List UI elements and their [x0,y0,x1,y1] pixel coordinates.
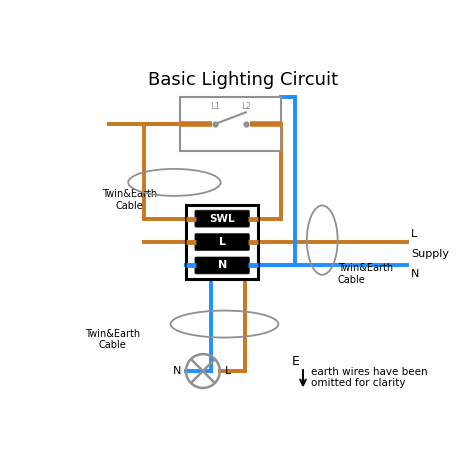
Text: N: N [411,269,419,279]
FancyBboxPatch shape [195,234,249,251]
Text: L1: L1 [210,101,220,110]
Text: Supply: Supply [411,249,449,259]
FancyBboxPatch shape [195,210,249,227]
Text: omitted for clarity: omitted for clarity [311,378,406,388]
Bar [180,97,282,151]
Text: SWL: SWL [210,214,235,224]
Text: L: L [219,237,226,247]
Text: L: L [411,229,417,239]
Text: E: E [291,355,299,367]
Bar [186,206,258,279]
Text: N: N [173,366,182,376]
Text: Twin&Earth
Cable: Twin&Earth Cable [337,263,393,285]
Text: earth wires have been: earth wires have been [311,367,428,377]
Text: Basic Lighting Circuit: Basic Lighting Circuit [148,71,338,89]
Text: N: N [218,261,227,271]
FancyBboxPatch shape [195,257,249,274]
Text: Twin&Earth
Cable: Twin&Earth Cable [85,328,140,350]
Text: Twin&Earth
Cable: Twin&Earth Cable [102,189,157,211]
Text: L: L [225,366,231,376]
Text: L2: L2 [241,101,251,110]
